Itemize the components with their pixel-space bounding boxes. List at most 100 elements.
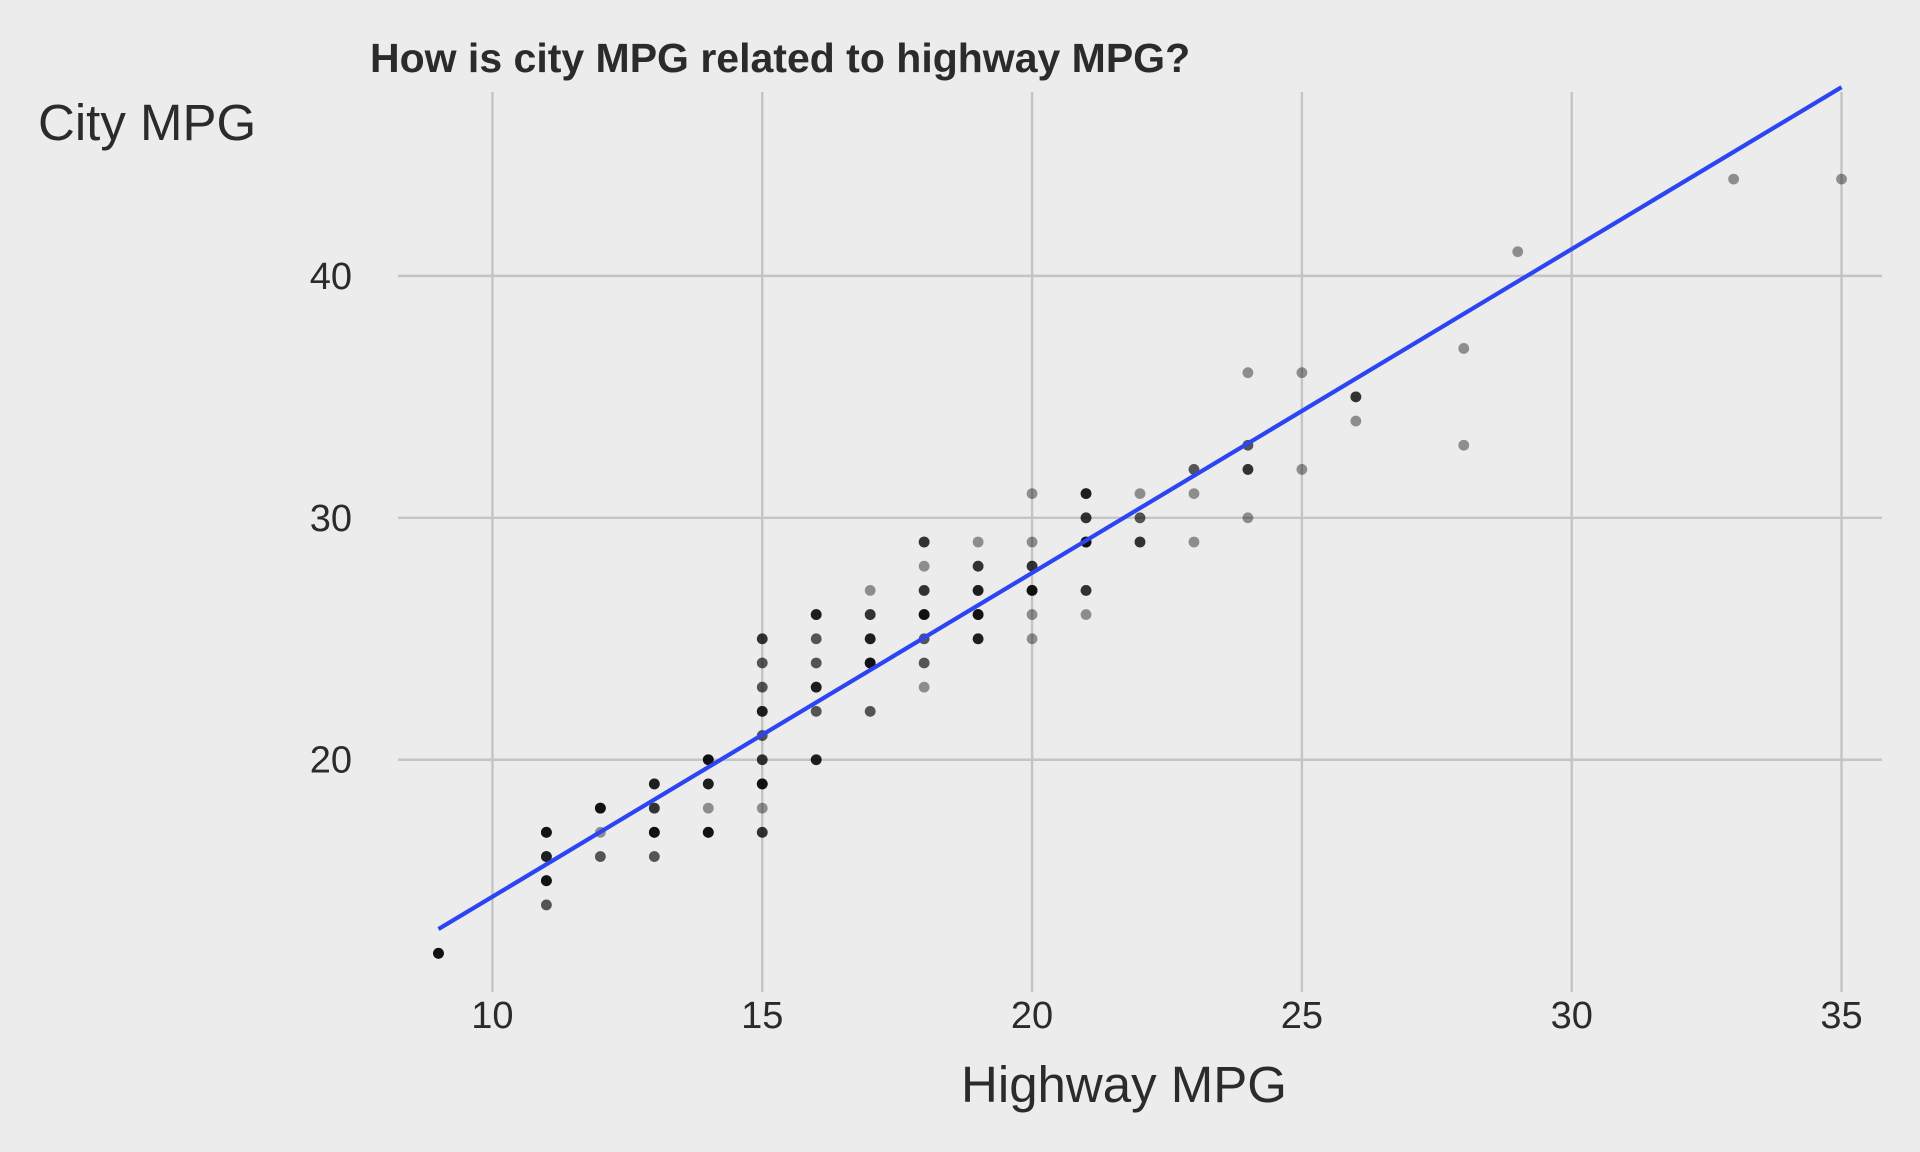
data-point xyxy=(1242,512,1254,524)
data-point xyxy=(756,778,768,790)
data-point xyxy=(1242,367,1254,379)
data-point xyxy=(648,851,660,862)
data-point xyxy=(648,802,660,814)
data-point xyxy=(810,633,822,645)
data-point xyxy=(648,826,660,838)
data-point xyxy=(756,657,768,669)
y-tick-label: 40 xyxy=(310,256,352,298)
data-point xyxy=(594,851,606,862)
data-point xyxy=(541,875,552,887)
data-point xyxy=(864,584,876,596)
data-point xyxy=(864,609,876,620)
data-point xyxy=(972,633,984,645)
data-point xyxy=(918,681,930,693)
data-point xyxy=(810,633,822,645)
data-point xyxy=(433,947,444,959)
data-point xyxy=(702,778,714,790)
data-point xyxy=(1080,488,1092,500)
data-point xyxy=(972,584,984,596)
data-point xyxy=(1026,584,1038,596)
data-point xyxy=(810,681,822,693)
y-axis-title: City MPG xyxy=(38,94,256,151)
data-point xyxy=(756,826,768,838)
data-point xyxy=(1080,488,1092,500)
data-point xyxy=(1080,512,1092,524)
data-point xyxy=(541,851,552,862)
x-tick-label: 25 xyxy=(1281,995,1323,1037)
data-point xyxy=(1080,512,1092,524)
data-point xyxy=(541,899,552,911)
data-point xyxy=(1026,633,1038,645)
data-point xyxy=(541,826,552,838)
data-point xyxy=(810,681,822,693)
y-tick-label: 30 xyxy=(310,498,352,540)
data-point xyxy=(918,609,930,620)
data-point xyxy=(1350,391,1362,403)
data-point xyxy=(648,778,660,790)
data-point xyxy=(864,657,876,669)
data-point xyxy=(756,826,768,838)
x-tick-label: 15 xyxy=(741,995,783,1037)
data-point xyxy=(702,754,714,766)
data-point xyxy=(864,609,876,620)
data-point xyxy=(972,609,984,620)
data-point xyxy=(756,826,768,838)
data-point xyxy=(1188,488,1200,500)
data-point xyxy=(1836,173,1847,185)
data-point xyxy=(1728,173,1739,185)
data-point xyxy=(594,851,606,862)
data-point xyxy=(541,875,552,887)
data-point xyxy=(864,657,876,669)
data-point xyxy=(756,778,768,790)
data-point xyxy=(1134,536,1146,548)
data-point xyxy=(918,560,930,572)
data-point xyxy=(810,681,822,693)
data-point xyxy=(810,705,822,717)
data-point xyxy=(918,536,930,548)
data-point xyxy=(1296,367,1308,379)
data-point xyxy=(702,754,714,766)
data-point xyxy=(541,826,552,838)
data-point xyxy=(972,609,984,620)
data-point xyxy=(864,705,876,717)
data-point xyxy=(972,633,984,645)
fit-line-layer xyxy=(437,85,1843,931)
data-point xyxy=(918,536,930,548)
data-point xyxy=(810,754,822,766)
data-point xyxy=(594,802,606,814)
data-point xyxy=(1134,512,1146,524)
data-point xyxy=(918,536,930,548)
data-point xyxy=(756,633,768,645)
data-point xyxy=(648,826,660,838)
data-point xyxy=(1026,584,1038,596)
data-point xyxy=(972,584,984,596)
data-point xyxy=(972,560,984,572)
data-point xyxy=(433,947,444,959)
data-point xyxy=(918,609,930,620)
data-point xyxy=(864,633,876,645)
data-point xyxy=(1026,584,1038,596)
data-point xyxy=(1080,584,1092,596)
data-point xyxy=(972,584,984,596)
data-point xyxy=(864,633,876,645)
data-point xyxy=(972,609,984,620)
data-point xyxy=(1026,584,1038,596)
data-point xyxy=(433,947,444,959)
data-point xyxy=(1458,343,1470,354)
data-point xyxy=(433,947,444,959)
data-point xyxy=(918,609,930,620)
data-point xyxy=(810,754,822,766)
data-point xyxy=(1026,609,1038,620)
data-point xyxy=(541,851,552,862)
data-point xyxy=(972,609,984,620)
data-point xyxy=(756,633,768,645)
data-point xyxy=(594,802,606,814)
x-axis-title: Highway MPG xyxy=(961,1056,1287,1113)
data-point xyxy=(972,609,984,620)
data-point xyxy=(541,826,552,838)
data-point xyxy=(541,826,552,838)
data-point xyxy=(864,657,876,669)
data-point xyxy=(541,899,552,911)
data-point xyxy=(756,705,768,717)
data-point xyxy=(918,584,930,596)
